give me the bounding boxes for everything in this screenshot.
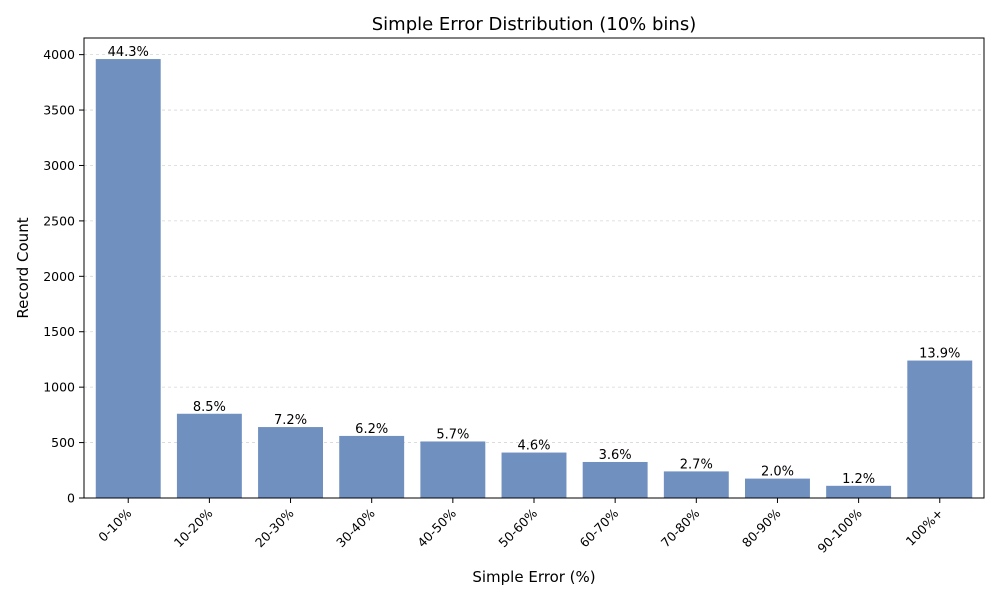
x-tick-label: 70-80% xyxy=(658,505,703,550)
bar-data-label: 7.2% xyxy=(274,413,307,428)
y-tick-label: 3000 xyxy=(43,158,75,173)
bar xyxy=(582,461,648,498)
bar-data-label: 4.6% xyxy=(517,439,550,454)
x-tick-label: 40-50% xyxy=(414,505,459,550)
bar xyxy=(258,427,323,498)
x-tick-label: 0-10% xyxy=(95,505,134,544)
bar-data-label: 6.2% xyxy=(355,422,388,437)
bar-data-label: 5.7% xyxy=(436,427,469,442)
x-tick-label: 20-30% xyxy=(252,505,297,550)
x-tick-label: 90-100% xyxy=(814,505,864,555)
x-tick-label: 10-20% xyxy=(171,505,216,550)
x-tick-label: 100%+ xyxy=(903,506,946,549)
bar xyxy=(420,441,486,498)
bar-data-labels: 44.3% 8.5% 7.2% 6.2% 5.7% 4.6% 3.6% 2.7% 2.0% 1.2… xyxy=(108,45,961,487)
bar-data-label: 2.0% xyxy=(761,465,794,480)
y-axis-label: Record Count xyxy=(14,217,32,318)
bar-data-label: 3.6% xyxy=(599,448,632,463)
bar-data-label: 13.9% xyxy=(919,347,960,362)
y-tick-label: 3500 xyxy=(43,103,75,118)
bar xyxy=(663,471,729,498)
y-tick-label: 1500 xyxy=(43,324,75,339)
bar xyxy=(339,435,405,498)
bar-data-label: 1.2% xyxy=(842,472,875,487)
x-axis-ticks: 0-10% 10-20% 20-30% 30-40% 40-50% 50-60% 60-70… xyxy=(95,498,946,556)
bar xyxy=(826,485,892,498)
bar-data-label: 2.7% xyxy=(680,457,713,472)
chart-title: Simple Error Distribution (10% bins) xyxy=(372,14,697,35)
bar xyxy=(95,59,161,498)
y-tick-label: 2500 xyxy=(43,213,75,228)
x-tick-label: 60-70% xyxy=(577,505,622,550)
y-tick-label: 1000 xyxy=(43,380,75,395)
bars xyxy=(95,59,973,498)
x-tick-label: 50-60% xyxy=(495,505,540,550)
bar xyxy=(501,452,567,498)
bar-data-label: 44.3% xyxy=(108,45,149,60)
y-axis-ticks: 0 500 1000 1500 2000 2500 3000 3500 4000 xyxy=(43,47,84,506)
y-tick-label: 0 xyxy=(67,491,75,506)
bar xyxy=(907,360,973,498)
y-tick-label: 4000 xyxy=(43,47,75,62)
y-tick-label: 2000 xyxy=(43,269,75,284)
bar xyxy=(745,478,810,498)
bar-data-label: 8.5% xyxy=(193,400,226,415)
x-tick-label: 80-90% xyxy=(739,505,784,550)
bar xyxy=(176,413,242,498)
x-tick-label: 30-40% xyxy=(333,505,378,550)
x-axis-label: Simple Error (%) xyxy=(472,568,595,586)
y-tick-label: 500 xyxy=(51,435,75,450)
